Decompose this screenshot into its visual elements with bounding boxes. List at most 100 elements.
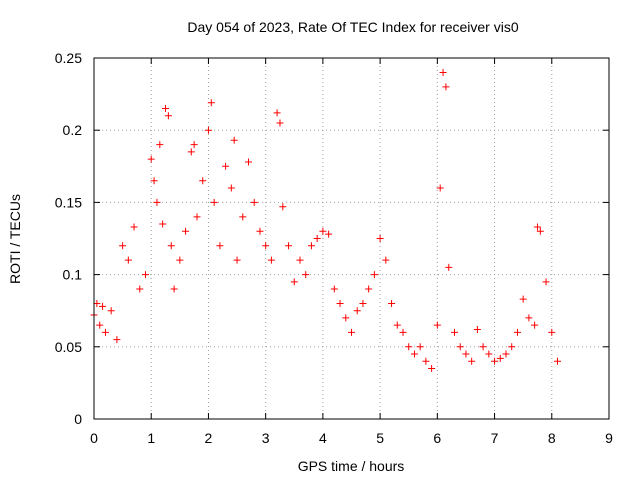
- x-tick-label: 7: [491, 430, 499, 446]
- data-point: [164, 112, 172, 120]
- data-point: [199, 177, 207, 185]
- x-tick-label: 8: [548, 430, 556, 446]
- data-point: [479, 343, 487, 351]
- data-point: [353, 307, 361, 315]
- data-point: [136, 285, 144, 293]
- data-point: [319, 227, 327, 235]
- data-point: [190, 141, 198, 149]
- data-point: [533, 223, 541, 231]
- data-point: [93, 299, 101, 307]
- data-point: [451, 328, 458, 336]
- data-point: [393, 321, 401, 329]
- chart-title: Day 054 of 2023, Rate Of TEC Index for r…: [187, 19, 518, 35]
- y-tick-label: 0.25: [55, 50, 82, 66]
- data-point: [239, 213, 247, 221]
- data-point: [330, 285, 338, 293]
- data-point: [216, 242, 224, 250]
- data-point: [256, 227, 264, 235]
- data-point: [162, 105, 170, 113]
- x-tick-label: 3: [262, 430, 270, 446]
- data-point: [267, 256, 275, 264]
- data-point: [150, 177, 158, 185]
- x-tick-label: 5: [376, 430, 384, 446]
- data-point: [416, 343, 424, 351]
- axis-ticks: 0 1 2 3 4 5 6 7 8 9 0 0.05 0.1 0.15 0.2 0.25: [55, 50, 613, 446]
- data-point: [442, 83, 450, 91]
- data-point: [359, 299, 367, 307]
- data-point: [302, 271, 310, 279]
- data-point: [405, 343, 413, 351]
- data-point: [462, 350, 470, 358]
- data-point: [119, 242, 127, 250]
- data-point: [193, 213, 201, 221]
- data-point: [156, 141, 164, 149]
- y-tick-label: 0.15: [55, 194, 82, 210]
- data-point: [554, 357, 561, 365]
- data-point: [273, 109, 281, 117]
- data-point: [142, 271, 149, 279]
- data-point: [230, 136, 238, 144]
- data-point: [525, 314, 533, 322]
- x-axis-label: GPS time / hours: [298, 458, 405, 474]
- data-point: [410, 350, 418, 358]
- data-point: [439, 68, 447, 76]
- data-point: [222, 162, 230, 170]
- data-point: [250, 198, 258, 206]
- data-point: [496, 354, 504, 362]
- data-points: [90, 68, 561, 372]
- data-point: [365, 285, 373, 293]
- grid: [94, 58, 609, 419]
- data-point: [233, 256, 241, 264]
- data-point: [113, 336, 121, 344]
- data-point: [182, 227, 190, 235]
- data-point: [153, 198, 161, 206]
- data-point: [531, 321, 539, 329]
- data-point: [382, 256, 390, 264]
- data-point: [210, 198, 218, 206]
- data-point: [290, 278, 298, 286]
- data-point: [187, 148, 195, 156]
- data-point: [279, 203, 287, 211]
- x-tick-label: 0: [90, 430, 98, 446]
- data-point: [428, 364, 436, 372]
- data-point: [99, 302, 107, 310]
- data-point: [325, 230, 333, 238]
- y-axis-label: ROTI / TECUs: [7, 194, 23, 284]
- data-point: [124, 256, 132, 264]
- data-point: [342, 314, 350, 322]
- data-point: [285, 242, 293, 250]
- data-point: [96, 321, 104, 329]
- data-point: [147, 155, 155, 163]
- data-point: [245, 158, 252, 166]
- data-point: [473, 325, 481, 333]
- y-tick-label: 0: [74, 411, 82, 427]
- data-point: [262, 242, 270, 250]
- data-point: [536, 227, 544, 235]
- data-point: [313, 235, 321, 242]
- data-point: [376, 235, 384, 242]
- data-point: [276, 119, 284, 127]
- data-point: [307, 242, 315, 250]
- x-tick-label: 6: [433, 430, 441, 446]
- data-point: [485, 350, 493, 358]
- data-point: [170, 285, 178, 293]
- data-point: [159, 220, 167, 228]
- data-point: [513, 328, 521, 336]
- data-point: [176, 256, 184, 264]
- data-point: [336, 299, 344, 307]
- x-tick-label: 1: [147, 430, 155, 446]
- data-point: [227, 184, 235, 192]
- data-point: [502, 350, 510, 358]
- x-tick-label: 4: [319, 430, 327, 446]
- x-tick-label: 9: [605, 430, 613, 446]
- plot-frame: [93, 57, 610, 420]
- data-point: [491, 357, 499, 365]
- data-point: [468, 357, 476, 365]
- data-point: [207, 99, 215, 107]
- y-tick-label: 0.1: [63, 267, 83, 283]
- data-point: [548, 328, 556, 336]
- data-point: [519, 295, 527, 303]
- data-point: [348, 328, 355, 336]
- data-point: [445, 263, 453, 271]
